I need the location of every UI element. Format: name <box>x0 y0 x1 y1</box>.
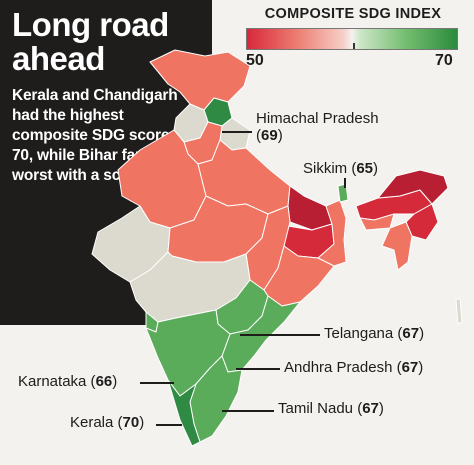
callout-himachal-score: 69 <box>261 127 278 144</box>
callout-kerala-score: 70 <box>122 414 140 431</box>
region-jammu-kashmir <box>149 49 251 111</box>
callout-kerala: Kerala (70) <box>70 414 145 431</box>
callout-karnataka-name: Karnataka <box>18 373 87 390</box>
region-meghalaya <box>359 213 395 231</box>
callout-tamilnadu-score: 67 <box>362 400 379 417</box>
callout-sikkim: Sikkim (65) <box>303 160 379 177</box>
callout-himachal: Himachal Pradesh (69) <box>256 110 379 144</box>
headline: Long road ahead <box>12 6 169 77</box>
callout-tamilnadu: Tamil Nadu (67) <box>278 400 384 417</box>
callout-himachal-name: Himachal Pradesh <box>256 110 379 127</box>
region-arunachal-pradesh <box>377 169 449 205</box>
callout-andhra: Andhra Pradesh (67) <box>284 359 424 376</box>
callout-tamilnadu-name: Tamil Nadu <box>278 400 354 417</box>
callout-telangana-name: Telangana <box>324 325 394 342</box>
region-sikkim <box>337 183 349 203</box>
leader-andhra <box>236 368 280 370</box>
leader-himachal <box>222 131 252 133</box>
callout-sikkim-score: 65 <box>356 160 374 177</box>
leader-karnataka <box>140 382 174 384</box>
callout-telangana-score: 67 <box>402 325 420 342</box>
callout-sikkim-name: Sikkim <box>303 160 348 177</box>
region-tripura-mizoram <box>381 221 413 271</box>
leader-kerala <box>156 424 182 426</box>
leader-tamilnadu <box>222 410 274 412</box>
region-west-bengal <box>317 199 347 267</box>
region-bihar <box>287 185 333 231</box>
region-kerala <box>167 379 201 447</box>
leader-telangana <box>240 334 320 336</box>
legend-title: COMPOSITE SDG INDEX <box>264 6 442 22</box>
legend-max-value: 70 <box>435 52 453 69</box>
legend-midpoint-tick <box>353 43 355 49</box>
callout-andhra-name: Andhra Pradesh <box>284 359 393 376</box>
callout-himachal-score-wrap: (69) <box>256 127 283 144</box>
callout-karnataka: Karnataka (66) <box>18 373 118 390</box>
region-andaman-islands <box>455 297 463 325</box>
legend-min-value: 50 <box>246 52 264 69</box>
leader-sikkim <box>344 178 346 188</box>
callout-karnataka-score: 66 <box>95 373 113 390</box>
callout-andhra-score: 67 <box>401 359 419 376</box>
callout-kerala-name: Kerala <box>70 414 114 431</box>
callout-telangana: Telangana (67) <box>324 325 425 342</box>
legend-color-scale <box>246 28 458 50</box>
